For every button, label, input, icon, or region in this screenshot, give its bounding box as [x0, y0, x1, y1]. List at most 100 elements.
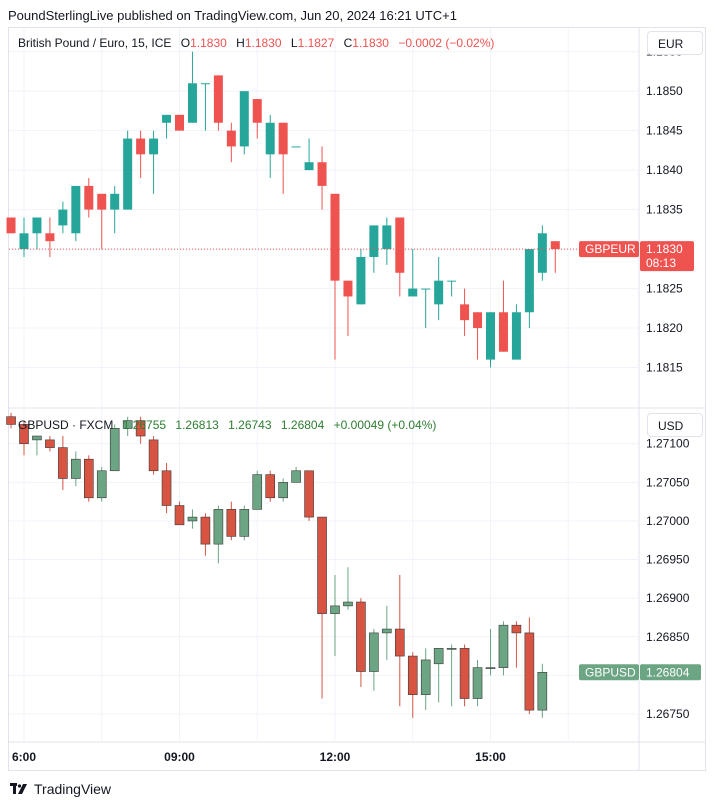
gbpusd-candle-body [420, 659, 431, 695]
gbpusd-candle-body [6, 416, 16, 425]
gbpusd-candle-body [187, 516, 198, 522]
footer-brand[interactable]: TradingView [34, 780, 112, 797]
gbpeur-candle-body [123, 138, 133, 210]
gbpeur-countdown-label: 08:13 [646, 256, 676, 270]
gbpeur-candle-body [32, 217, 42, 234]
gbpeur-legend-name: British Pound / Euro, 15, ICE [18, 36, 172, 50]
gbpusd-candle-body [485, 667, 496, 669]
gbpusd-candle-body [394, 628, 405, 657]
gbpusd-candle-body [278, 482, 288, 499]
gbpeur-y-tick-label: 1.1825 [646, 282, 683, 296]
gbpeur-symbol-label-bg [579, 241, 639, 258]
gbpusd-candle-body [122, 420, 133, 429]
gbpeur-y-tick-label: 1.1845 [646, 124, 683, 138]
gbpeur-last-price-label: 1.1830 [646, 242, 683, 256]
chart-frame [8, 27, 706, 771]
gbpusd-candle-body [291, 470, 301, 483]
gbpeur-y-tick-label: 1.1835 [646, 203, 683, 217]
gbpeur-candle-body [110, 193, 120, 210]
gbpeur-candle-body [421, 288, 431, 290]
gbpeur-candle-body [45, 233, 55, 242]
gbpusd-legend-l: 1.26743 [228, 418, 272, 432]
gbpeur-candle-body [84, 185, 94, 210]
gbpusd-candle-body [382, 628, 392, 634]
gbpeur-legend-l-label: L [290, 36, 298, 50]
gbpeur-legend-o: 1.1830 [190, 36, 227, 50]
gbpusd-candle-body [356, 601, 366, 672]
gbpusd-candle-body [317, 516, 327, 614]
gbpeur-candle-body [395, 217, 405, 273]
x-tick-label: 09:00 [164, 750, 195, 764]
gbpeur-last-price-tag [640, 241, 694, 272]
gbpeur-candle-body [356, 256, 366, 305]
gbpeur-candle-body [460, 304, 470, 321]
gbpusd-candle-body [472, 667, 483, 699]
gbpusd-y-tick-label: 1.26950 [646, 553, 690, 567]
gbpusd-candle-body [498, 624, 509, 668]
gbpusd-candle-body [135, 420, 146, 437]
gbpeur-candle-body [71, 185, 81, 234]
gbpusd-candle-body [446, 648, 457, 650]
gbpusd-candle-body [265, 474, 276, 499]
gbpeur-candle-body [58, 209, 68, 226]
gbpusd-candle-body [161, 470, 172, 506]
gbpeur-candle-body [149, 138, 159, 155]
gbpusd-candle-body [226, 509, 237, 537]
gbpeur-candle-body [239, 91, 249, 147]
gbpeur-candle-body [330, 193, 340, 281]
gbpeur-legend-h: 1.1830 [244, 36, 282, 50]
gbpeur-candle-body [19, 233, 29, 250]
gbpusd-candle-body [148, 439, 159, 472]
gbpusd-legend-o: 1.26755 [122, 418, 167, 432]
gbpusd-candle-body [407, 655, 418, 695]
x-tick-label: 12:00 [320, 750, 351, 764]
gbpeur-legend-c-label: C [343, 36, 353, 50]
gbpusd-candle-body [213, 509, 224, 545]
gbpusd-candle-body [32, 435, 42, 441]
gbpeur-y-tick-label: 1.1840 [646, 163, 683, 177]
gbpeur-candle-body [265, 122, 275, 155]
gbpusd-candle-body [45, 439, 55, 448]
gbpeur-legend-change: −0.0002 (−0.02%) [398, 36, 495, 50]
gbpusd-candle-body [19, 424, 29, 445]
x-tick-label: 6:00 [12, 750, 36, 764]
gbpeur-y-tick-label: 1.1815 [646, 361, 683, 375]
gbpusd-legend-h: 1.26813 [175, 418, 219, 432]
gbpeur-candle-body [162, 114, 172, 123]
gbpusd-candle-body [71, 458, 81, 479]
gbpeur-legend-l: 1.1827 [297, 36, 335, 50]
gbpeur-y-tick-label: 1.1820 [646, 321, 683, 335]
gbpeur-candle-body [524, 249, 534, 313]
gbpusd-candle-body [459, 648, 470, 699]
gbpusd-candle-body [304, 470, 314, 518]
gbpeur-candle-body [550, 241, 560, 250]
gbpeur-currency-button[interactable]: EUR [647, 31, 703, 55]
gbpusd-candle-body [252, 474, 263, 510]
gbpeur-candle-body [278, 122, 288, 155]
gbpeur-candle-body [434, 280, 444, 305]
gbpusd-candle-body [83, 458, 94, 499]
gbpusd-y-tick-label: 1.27050 [646, 475, 690, 489]
gbpusd-legend-name: GBPUSD · FXCM [18, 418, 114, 432]
gbpusd-y-tick-label: 1.27100 [646, 437, 690, 451]
gbpeur-candle-body [498, 312, 508, 352]
gbpusd-currency-button[interactable]: USD [647, 413, 703, 437]
footer: TradingView [10, 780, 111, 797]
gbpusd-symbol-label: GBPUSD [585, 665, 636, 679]
gbpusd-last-price-label: 1.26804 [646, 665, 690, 679]
gbpusd-candle-body [239, 509, 250, 537]
gbpusd-last-price-tag [640, 664, 701, 681]
gbpeur-candle-body [511, 312, 521, 360]
gbpusd-candle-body [96, 470, 107, 499]
gbpusd-candle-body [369, 632, 379, 672]
gbpeur-candle-body [136, 138, 146, 155]
gbpusd-candle-body [537, 671, 548, 711]
gbpusd-legend-change: +0.00049 (+0.04%) [333, 418, 437, 432]
gbpeur-candle-body [252, 99, 262, 123]
gbpusd-candle-body [174, 505, 185, 526]
tradingview-logo-icon[interactable] [10, 780, 28, 797]
gbpeur-legend-o-label: O [180, 36, 191, 50]
gbpusd-legend-c: 1.26804 [280, 418, 325, 432]
gbpusd-candle-body [109, 428, 120, 472]
